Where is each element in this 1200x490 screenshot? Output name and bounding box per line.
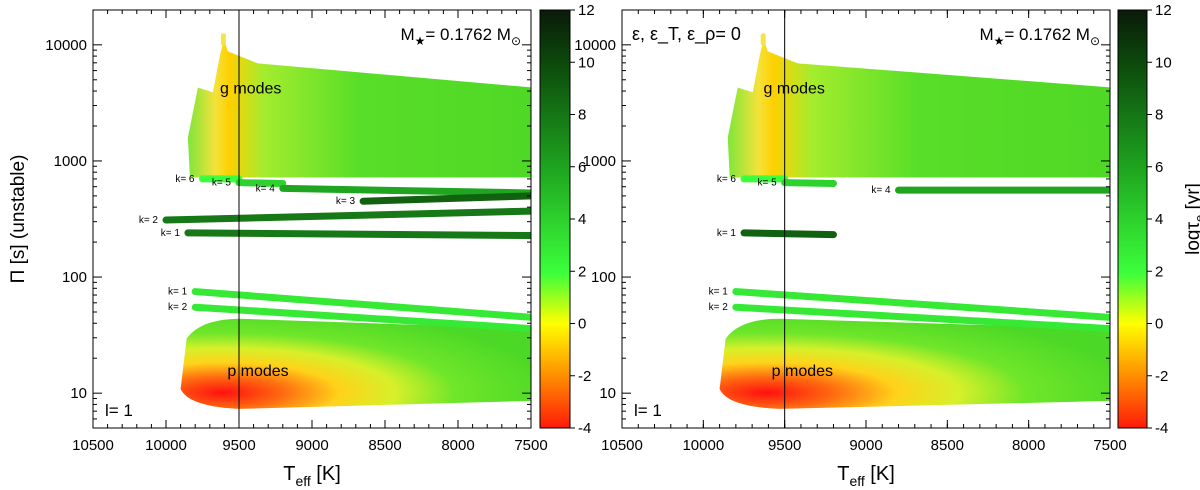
mode-sequence	[359, 192, 531, 205]
p-mode-region	[180, 318, 531, 409]
y-tick-label: 10000	[574, 37, 616, 54]
colorbar-tick-label: 0	[1155, 316, 1163, 333]
mode-sequence	[732, 303, 1110, 333]
mode-label: k= 6	[717, 174, 737, 185]
mode-sequence	[184, 229, 531, 239]
colorbar-tick-label: 6	[578, 159, 586, 176]
tau-symbol: τ	[1183, 222, 1200, 230]
y-tick-label: 1000	[583, 153, 616, 170]
mode-label: k= 2	[168, 302, 188, 313]
mode-sequence	[191, 288, 531, 321]
mode-sequence	[781, 179, 837, 187]
model-label: ε, ε_T, ε_ρ= 0	[632, 24, 741, 45]
colorbar-tick-label: 10	[1155, 54, 1172, 71]
mode-sequence	[162, 207, 531, 224]
x-tick-label: 10500	[601, 437, 643, 454]
y-tick-label: 100	[591, 269, 616, 286]
region-label: p modes	[227, 363, 288, 380]
mode-label: k= 5	[212, 178, 232, 189]
mode-label: k= 2	[709, 302, 729, 313]
region-label: p modes	[772, 363, 833, 380]
mass-annotation: M★= 0.1762 M⊙	[979, 25, 1100, 48]
p-mode-region	[719, 318, 1110, 409]
colorbar-tick-label: -2	[578, 368, 591, 385]
g-mode-spike	[220, 33, 226, 46]
plot-area	[162, 33, 531, 409]
colorbar	[1117, 9, 1148, 429]
colorbar-tick-label: 12	[1155, 2, 1172, 19]
colorbar-tick-label: 12	[578, 2, 595, 19]
colorbar-label: logτe [yr]	[1183, 183, 1200, 255]
mode-label: k= 2	[139, 215, 159, 226]
colorbar-tick-label: 4	[1155, 211, 1163, 228]
y-tick-label: 100	[62, 269, 87, 286]
g-mode-region	[727, 39, 1110, 178]
x-tick-label: 9000	[295, 437, 328, 454]
colorbar-tick-label: -2	[1155, 368, 1168, 385]
colorbar-tick-label: 10	[578, 54, 595, 71]
left-panel: k= 6 k= 5k= 4k= 3k= 2k= 1k= 1k= 2g modesp…	[8, 2, 595, 489]
mode-label: k= 6	[175, 174, 195, 185]
colorbar-tick-label: 2	[578, 263, 586, 280]
x-tick-label: 8500	[368, 437, 401, 454]
x-tick-label: 10000	[682, 437, 724, 454]
mode-sequence	[235, 179, 287, 187]
y-tick-label: 10000	[45, 37, 87, 54]
y-tick-label: 10	[599, 385, 616, 402]
y-tick-label: 10	[70, 385, 87, 402]
degree-label: l= 1	[105, 401, 133, 420]
colorbar-tick-label: 8	[1155, 107, 1163, 124]
mode-sequence	[191, 303, 531, 333]
mode-label: k= 1	[709, 287, 729, 298]
mode-sequence	[732, 288, 1110, 321]
g-mode-spike	[760, 33, 766, 46]
degree-label: l= 1	[634, 401, 662, 420]
x-tick-label: 9000	[849, 437, 882, 454]
colorbar	[539, 9, 571, 429]
mode-sequence	[740, 229, 837, 239]
x-tick-label: 7500	[514, 437, 547, 454]
y-axis-label: Π [s] (unstable)	[8, 155, 29, 284]
colorbar-tick-label: 4	[578, 211, 586, 228]
x-tick-label: 9500	[222, 437, 255, 454]
mode-label: k= 1	[717, 228, 737, 239]
x-tick-label: 10000	[145, 437, 187, 454]
colorbar-tick-label: 8	[578, 107, 586, 124]
x-tick-label: 8500	[931, 437, 964, 454]
region-label: g modes	[764, 81, 825, 98]
mode-label: k= 1	[161, 228, 181, 239]
mode-label: k= 5	[757, 178, 777, 189]
mode-label: k= 3	[336, 196, 356, 207]
plot-area	[719, 33, 1110, 409]
x-tick-label: 8000	[1012, 437, 1045, 454]
y-tick-label: 1000	[54, 153, 87, 170]
colorbar-tick-label: -4	[578, 420, 591, 437]
g-mode-region	[187, 39, 531, 178]
x-tick-label: 10500	[72, 437, 114, 454]
x-axis-label: Teff [K]	[837, 463, 895, 489]
x-tick-label: 8000	[441, 437, 474, 454]
x-tick-label: 9500	[768, 437, 801, 454]
x-axis-label: Teff [K]	[283, 463, 341, 489]
colorbar-tick-label: 0	[578, 316, 586, 333]
region-label: g modes	[220, 81, 281, 98]
mode-label: k= 4	[871, 185, 891, 196]
x-tick-label: 7500	[1093, 437, 1126, 454]
mode-label: k= 1	[168, 287, 188, 298]
mode-label: k= 4	[256, 183, 276, 194]
colorbar-tick-label: -4	[1155, 420, 1168, 437]
colorbar-tick-label: 6	[1155, 159, 1163, 176]
mass-annotation: M★= 0.1762 M⊙	[400, 25, 521, 48]
colorbar-tick-label: 2	[1155, 263, 1163, 280]
right-panel: k= 6 k= 5 k= 4 k= 1 k= 1 k= 2 g modes p modes 10…	[574, 2, 1200, 489]
mode-sequence	[279, 184, 531, 197]
